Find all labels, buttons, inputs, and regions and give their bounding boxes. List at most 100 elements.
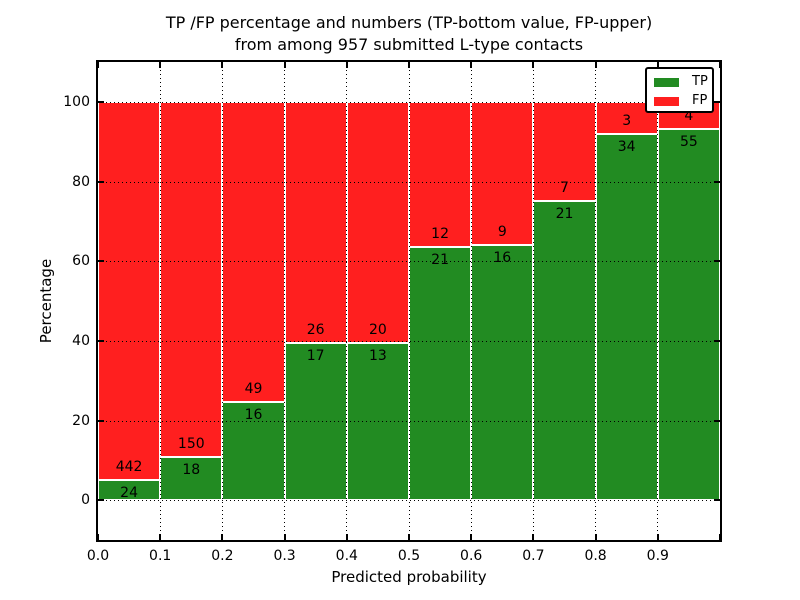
x-tick-mark-top <box>408 62 410 68</box>
bar-label-fp: 150 <box>177 436 205 453</box>
x-tick-mark <box>594 534 597 540</box>
x-tick-mark <box>470 534 473 540</box>
legend-label-tp: TP <box>692 74 708 89</box>
bar-segment-fp <box>533 101 596 202</box>
legend: TP FP <box>645 67 714 113</box>
y-tick-mark <box>98 180 104 183</box>
x-tick-mark <box>221 534 224 540</box>
legend-item-fp: FP <box>654 93 708 109</box>
grid-line-horizontal <box>98 500 720 502</box>
bar-label-fp: 3 <box>622 113 632 130</box>
y-tick-label: 80 <box>72 173 90 190</box>
x-tick-mark-top <box>345 62 348 68</box>
x-tick-mark <box>283 534 286 540</box>
y-tick-mark-right <box>714 499 720 502</box>
y-tick-mark-right <box>714 100 720 103</box>
y-tick-mark <box>98 260 104 263</box>
y-tick-mark <box>98 100 104 103</box>
grid-line-horizontal <box>98 340 720 342</box>
y-tick-label: 20 <box>72 412 90 429</box>
grid-line-vertical <box>595 62 597 540</box>
bar-label-tp: 16 <box>244 407 263 424</box>
bar-label-tp: 24 <box>120 484 138 501</box>
y-tick-mark-right <box>714 419 720 422</box>
bar-label-fp: 7 <box>560 180 569 197</box>
grid-line-vertical <box>284 62 286 540</box>
x-tick-label: 0.9 <box>646 548 669 564</box>
legend-item-tp: TP <box>654 74 708 90</box>
y-tick-label: 0 <box>81 492 90 509</box>
bar-label-tp: 13 <box>368 348 387 365</box>
bar-label-tp: 18 <box>182 462 201 479</box>
bar-label-tp: 21 <box>431 251 449 268</box>
bar-segment-tp <box>346 343 409 501</box>
x-tick-mark-top <box>594 62 597 68</box>
x-tick-mark <box>97 534 99 540</box>
bar-label-tp: 55 <box>679 133 698 150</box>
bar-segment-tp <box>657 128 720 501</box>
y-tick-label: 60 <box>72 253 90 270</box>
grid-line-horizontal <box>98 101 720 103</box>
x-tick-label: 0.7 <box>522 548 545 564</box>
x-tick-label: 0.3 <box>273 548 296 564</box>
chart-title-line1: TP /FP percentage and numbers (TP-bottom… <box>165 13 653 32</box>
y-tick-label: 40 <box>72 332 90 349</box>
bar-segment-fp <box>409 101 472 247</box>
y-axis-label: Percentage <box>37 258 55 344</box>
bar-segment-tp <box>222 402 285 501</box>
y-tick-mark <box>98 419 104 422</box>
x-tick-mark-top <box>97 62 99 68</box>
x-tick-label: 0.4 <box>335 548 358 564</box>
grid-line-vertical <box>346 62 348 540</box>
x-tick-mark <box>719 534 721 540</box>
y-tick-mark <box>98 339 104 342</box>
chart-title: TP /FP percentage and numbers (TP-bottom… <box>98 12 720 56</box>
grid-line-vertical <box>221 62 223 540</box>
bar-label-fp: 442 <box>115 458 143 475</box>
grid-line-vertical <box>657 62 659 540</box>
bar-segment-tp <box>533 201 596 501</box>
bar-segment-fp <box>98 101 161 480</box>
y-tick-mark-right <box>714 260 720 263</box>
x-tick-mark-top <box>221 62 224 68</box>
x-tick-mark-top <box>283 62 286 68</box>
bar-label-tp: 17 <box>306 347 325 364</box>
x-tick-mark-top <box>656 62 659 68</box>
x-tick-label: 0.0 <box>86 548 110 564</box>
grid-line-vertical <box>408 62 410 540</box>
x-tick-label: 0.1 <box>149 548 172 564</box>
x-tick-label: 0.6 <box>460 548 483 564</box>
chart-title-line2: from among 957 submitted L-type contacts <box>234 35 584 54</box>
bar-segment-tp <box>98 479 161 501</box>
bar-segment-fp <box>346 101 409 344</box>
x-tick-mark <box>532 534 535 540</box>
tp-color-swatch <box>654 77 679 87</box>
bar-segment-tp <box>471 245 534 501</box>
bar-segment-fp <box>284 101 347 343</box>
bar-segment-tp <box>409 246 472 501</box>
x-tick-mark-top <box>159 62 162 68</box>
bar-label-fp: 9 <box>497 224 507 241</box>
x-tick-mark-top <box>719 62 721 68</box>
x-tick-label: 0.5 <box>397 548 421 564</box>
grid-line-horizontal <box>98 420 720 422</box>
grid-line-horizontal <box>98 261 720 263</box>
y-tick-mark-right <box>714 180 720 183</box>
bar-segment-fp <box>471 101 534 246</box>
bar-segment-tp <box>160 457 223 501</box>
bar-label-tp: 16 <box>493 250 512 267</box>
grid-line-vertical <box>532 62 534 540</box>
y-tick-mark-right <box>714 339 720 342</box>
bar-segment-fp <box>222 101 285 403</box>
legend-label-fp: FP <box>692 93 708 108</box>
bar-label-fp: 12 <box>431 225 449 242</box>
bar-label-fp: 20 <box>368 322 387 339</box>
x-tick-label: 0.2 <box>211 548 234 564</box>
fp-color-swatch <box>654 96 679 106</box>
x-tick-mark <box>159 534 162 540</box>
bar-segment-tp <box>595 134 658 501</box>
grid-line-horizontal <box>98 181 720 183</box>
bar-label-tp: 34 <box>617 139 636 156</box>
bar-label-tp: 21 <box>555 206 574 223</box>
